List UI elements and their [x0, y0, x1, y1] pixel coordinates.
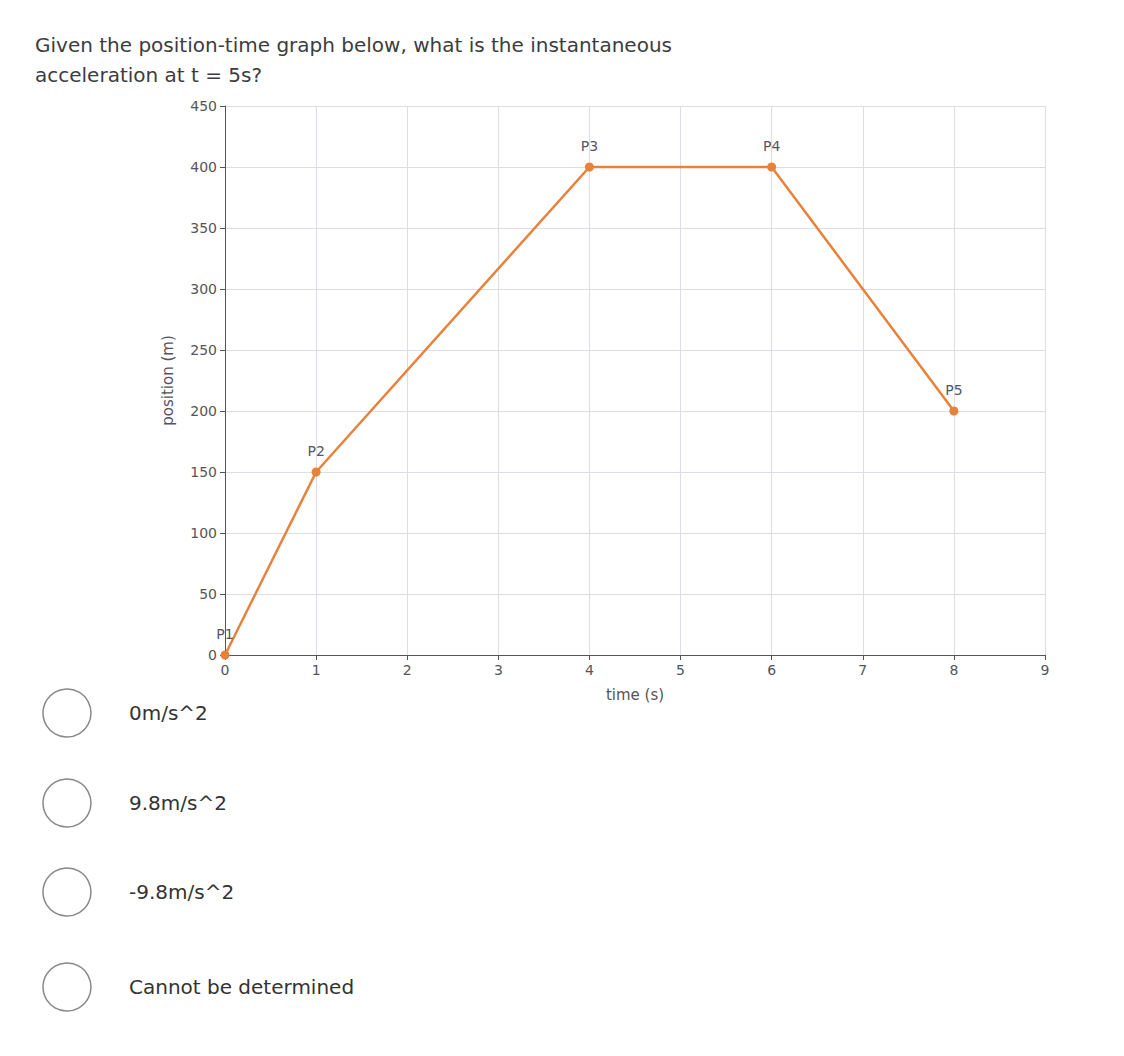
svg-text:-9.8m/s^2: -9.8m/s^2 — [129, 880, 234, 904]
svg-text:0m/s^2: 0m/s^2 — [129, 701, 208, 725]
svg-text:Cannot be determined: Cannot be determined — [129, 975, 354, 999]
svg-text:8: 8 — [949, 662, 958, 678]
svg-text:0: 0 — [208, 647, 217, 663]
svg-text:2: 2 — [403, 662, 412, 678]
svg-text:0: 0 — [221, 662, 230, 678]
svg-text:3: 3 — [494, 662, 503, 678]
svg-text:400: 400 — [190, 159, 217, 175]
svg-text:200: 200 — [190, 403, 217, 419]
svg-text:6: 6 — [767, 662, 776, 678]
svg-text:450: 450 — [190, 98, 217, 114]
svg-text:P2: P2 — [307, 443, 324, 459]
svg-text:1: 1 — [312, 662, 321, 678]
svg-text:acceleration at t = 5s?: acceleration at t = 5s? — [35, 63, 262, 87]
svg-text:50: 50 — [199, 586, 217, 602]
svg-text:4: 4 — [585, 662, 594, 678]
svg-text:P3: P3 — [581, 138, 598, 154]
svg-text:150: 150 — [190, 464, 217, 480]
svg-text:100: 100 — [190, 525, 217, 541]
svg-text:time (s): time (s) — [606, 686, 664, 704]
svg-text:300: 300 — [190, 281, 217, 297]
svg-text:P5: P5 — [945, 382, 962, 398]
svg-text:position (m): position (m) — [159, 335, 177, 426]
svg-text:P1: P1 — [216, 626, 233, 642]
svg-text:5: 5 — [676, 662, 685, 678]
svg-text:Given the position-time graph: Given the position-time graph below, wha… — [35, 33, 672, 57]
svg-text:9: 9 — [1041, 662, 1050, 678]
svg-text:250: 250 — [190, 342, 217, 358]
svg-text:P4: P4 — [763, 138, 780, 154]
svg-text:350: 350 — [190, 220, 217, 236]
svg-text:7: 7 — [858, 662, 867, 678]
svg-text:9.8m/s^2: 9.8m/s^2 — [129, 791, 227, 815]
